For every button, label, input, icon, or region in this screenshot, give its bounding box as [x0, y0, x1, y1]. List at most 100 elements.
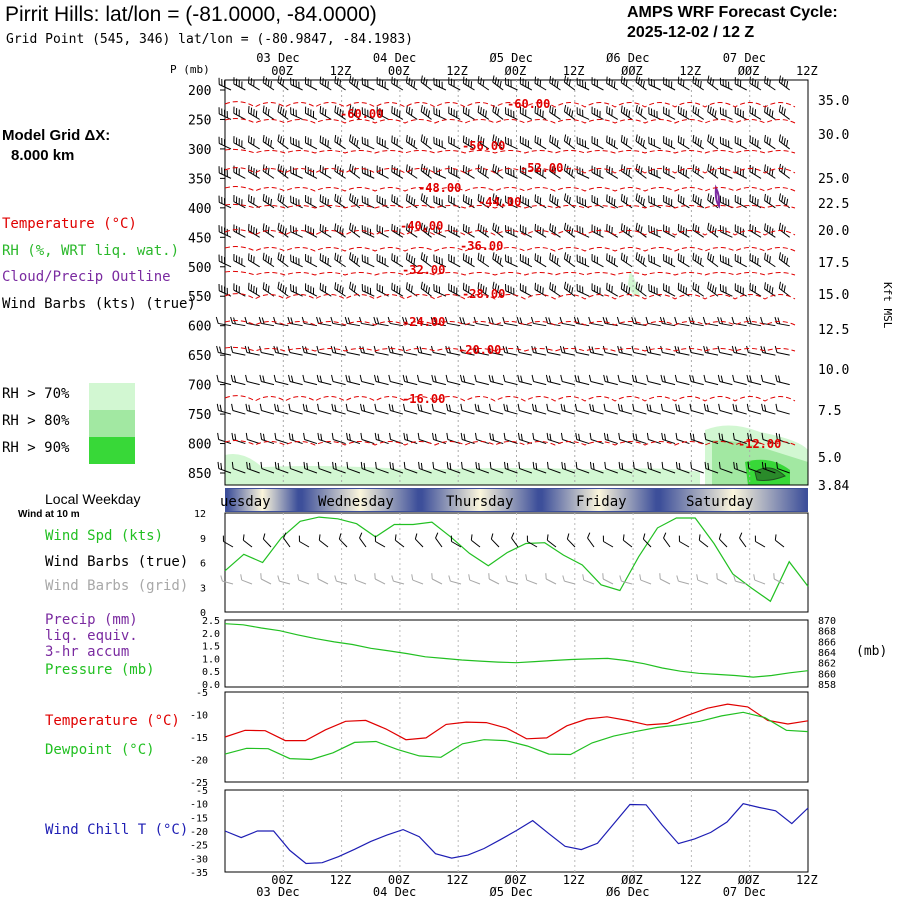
wind-barb-feather: [537, 107, 539, 115]
wind-barb-shaft: [318, 322, 332, 327]
wind-barb-feather: [754, 226, 757, 234]
wind-barb-feather: [671, 199, 673, 206]
wind10m-barb-grid-feather: [545, 573, 547, 580]
wind-barb-shaft: [520, 142, 533, 150]
wind10m-barb-true-feather: [318, 534, 321, 541]
wind-barb-feather: [663, 375, 666, 383]
wind-barb-feather: [410, 197, 413, 204]
wind-barb-feather: [646, 374, 649, 382]
wind-barb-feather: [499, 198, 502, 206]
wind-barb-shaft: [748, 351, 762, 356]
wind-barb-feather: [478, 462, 480, 470]
wind-barb-feather: [571, 169, 574, 177]
wind-barb-shaft: [233, 142, 246, 150]
legend-cloud: Cloud/Precip Outline: [2, 269, 171, 285]
wind-barb-feather: [707, 134, 710, 142]
wind-barb-feather: [751, 78, 754, 85]
wind10m-barb-grid: [716, 573, 728, 585]
wind-barb-feather: [459, 374, 463, 382]
wind-barb-shaft: [432, 322, 446, 327]
wind-barb-feather: [304, 224, 307, 232]
wind-barb-feather: [675, 461, 678, 469]
wind-barb-feather: [391, 164, 393, 172]
wind-barb-feather: [468, 138, 470, 146]
wind-barb-shaft: [690, 351, 704, 356]
wind-barb-feather: [405, 105, 408, 113]
wind-barb-feather: [316, 345, 320, 353]
wind-barb-feather: [668, 109, 670, 117]
wind-barb: [431, 403, 447, 415]
wind-barb-feather: [304, 346, 308, 354]
wind-barb-shaft: [748, 322, 762, 327]
wind-barb-feather: [247, 346, 251, 354]
wind10m-barb-true-shaft: [679, 541, 690, 548]
wind-barb-shaft: [305, 83, 318, 91]
wind-barb-feather: [734, 136, 736, 143]
wind-barb: [216, 345, 232, 356]
bottom-date-label: Ø5 Dec: [490, 885, 533, 899]
wind-barb-feather: [238, 168, 240, 176]
wind-barb-shaft: [749, 259, 762, 268]
wind-barb-feather: [709, 195, 712, 202]
wind-barb: [689, 374, 704, 386]
wind-barb-shaft: [549, 229, 561, 238]
wind-barb-shaft: [347, 351, 361, 356]
wind-barb: [675, 432, 690, 445]
wind-barb-feather: [245, 403, 248, 411]
wind-barb-feather: [267, 79, 270, 87]
wind10m-barb-grid: [488, 573, 500, 585]
wind-barb-feather: [267, 138, 270, 146]
isotherm-line: [224, 246, 796, 252]
wind-barb-feather: [640, 79, 643, 86]
wind-barb-shaft: [448, 289, 461, 297]
wind-barb: [503, 403, 518, 415]
wind-barb-shaft: [720, 142, 733, 150]
wind-barb-feather: [223, 286, 226, 294]
wind-barb-shaft: [362, 84, 375, 91]
wind-barb-feather: [551, 77, 554, 85]
wind-barb: [477, 105, 490, 120]
wind10m-barb-grid: [391, 575, 405, 585]
wind-barb-feather: [476, 346, 480, 354]
wind-barb-feather: [579, 226, 581, 234]
wind-barb-feather: [248, 194, 250, 202]
wind-barb-shaft: [635, 140, 647, 150]
wind-barb-shaft: [635, 258, 647, 268]
wind-barb-shaft: [290, 84, 303, 91]
wind-barb-feather: [505, 77, 507, 85]
wind-barb-feather: [548, 317, 552, 325]
wind-barb-feather: [492, 222, 495, 230]
wind-barb: [402, 345, 418, 356]
wind-barb-feather: [259, 403, 262, 411]
wind-barb: [731, 345, 747, 356]
wind-barb-feather: [292, 137, 295, 145]
kft-tick-label: 15.0: [818, 288, 849, 303]
wind-barb-shaft: [633, 410, 647, 415]
wind-barb-feather: [628, 169, 631, 177]
pressure-tick-label: 400: [188, 202, 211, 217]
wind-barb-feather: [591, 224, 593, 232]
pressure-tick-label: 650: [188, 349, 211, 364]
wind-barb-shaft: [349, 199, 361, 209]
wind-barb-shaft: [633, 439, 647, 445]
wind-barb-feather: [554, 197, 557, 204]
wind-barb-shaft: [549, 288, 561, 297]
wind-barb: [359, 345, 375, 356]
wind-barb-feather: [253, 168, 255, 175]
wind-barb-feather: [465, 107, 467, 115]
wind-barb-shaft: [519, 351, 532, 356]
wind-barb-feather: [554, 285, 557, 293]
wind10m-barb-grid-shaft: [754, 579, 766, 585]
wind-barb-feather: [462, 164, 465, 172]
wind-barb: [248, 194, 260, 209]
wind-barb-feather: [563, 163, 567, 171]
wind-barb-feather: [324, 138, 327, 146]
wind-barb-shaft: [764, 111, 776, 120]
wind-barb-feather: [527, 140, 529, 148]
wind-barb-shaft: [633, 351, 647, 356]
wind10m-barb-grid: [448, 575, 462, 585]
wind-barb-feather: [221, 108, 223, 116]
wind-barb-feather: [450, 196, 453, 204]
wind-barb-feather: [525, 138, 527, 146]
wind-barb-feather: [253, 109, 255, 116]
